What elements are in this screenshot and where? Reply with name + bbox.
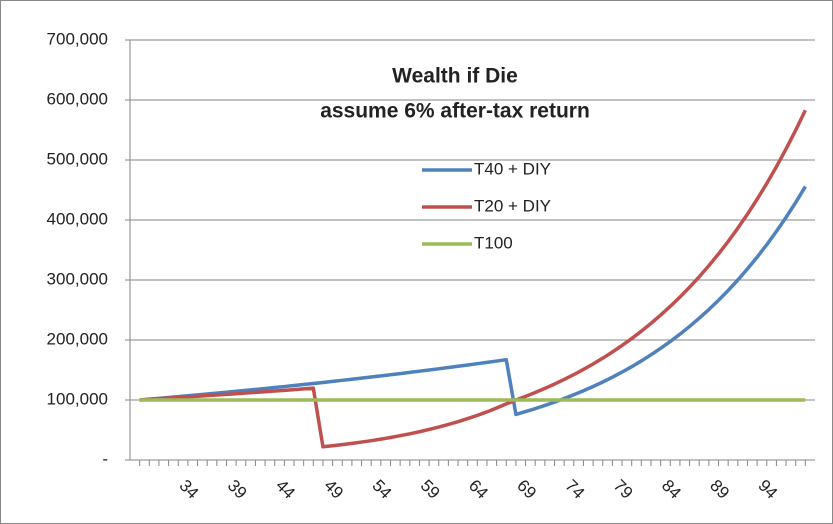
chart-title: Wealth if Die bbox=[392, 65, 518, 88]
y-tick-label: 600,000 bbox=[47, 89, 108, 108]
y-tick-label: 400,000 bbox=[47, 209, 108, 228]
y-tick-label: 200,000 bbox=[47, 329, 108, 348]
chart-subtitle: assume 6% after-tax return bbox=[320, 100, 590, 123]
series-line bbox=[139, 185, 807, 417]
y-tick-label: - bbox=[102, 449, 108, 468]
y-tick-label: 300,000 bbox=[47, 269, 108, 288]
series-line bbox=[139, 109, 807, 449]
legend-label: T20 + DIY bbox=[474, 196, 551, 215]
y-tick-label: 700,000 bbox=[47, 29, 108, 48]
y-tick-label: 500,000 bbox=[47, 149, 108, 168]
legend-label: T100 bbox=[474, 233, 513, 252]
legend-label: T40 + DIY bbox=[474, 159, 551, 178]
y-tick-label: 100,000 bbox=[47, 389, 108, 408]
